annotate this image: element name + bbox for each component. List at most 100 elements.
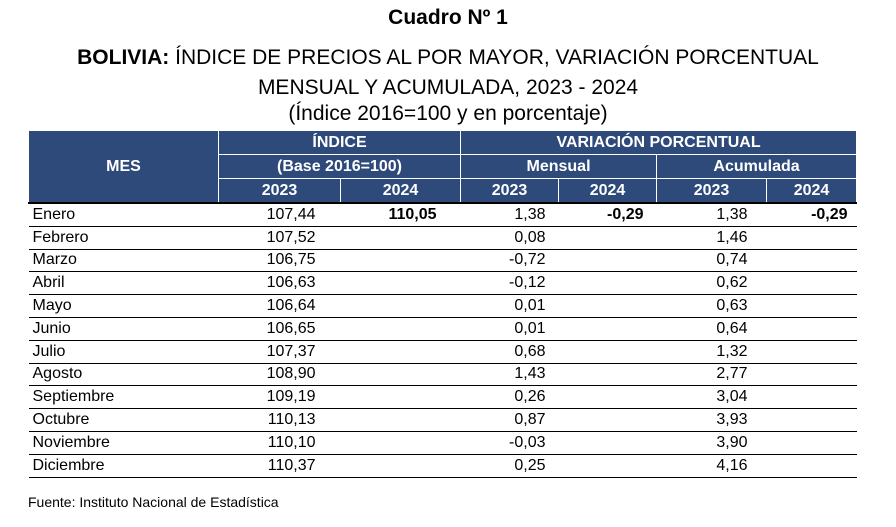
value-cell: 0,68 xyxy=(460,340,559,364)
month-cell: Febrero xyxy=(28,226,219,250)
value-cell xyxy=(340,317,461,341)
value-text: 0,68 xyxy=(514,342,546,360)
value-cell: 106,64 xyxy=(218,294,341,318)
value-text: 0,01 xyxy=(514,297,546,315)
month-cell: Marzo xyxy=(28,249,219,273)
value-cell: 2,77 xyxy=(656,363,767,387)
header-year: 2024 xyxy=(339,178,462,204)
value-cell: -0,29 xyxy=(766,203,857,227)
table-subtitle: BOLIVIA: ÍNDICE DE PRECIOS AL POR MAYOR,… xyxy=(0,46,896,70)
table-row: Noviembre 110,10 -0,03 3,90 xyxy=(28,431,857,455)
value-cell: 106,75 xyxy=(218,249,341,273)
header-year: 2024 xyxy=(558,178,658,204)
month-cell: Mayo xyxy=(28,294,219,318)
value-text: 3,93 xyxy=(716,411,748,429)
value-cell: 110,37 xyxy=(218,454,341,478)
header-year: 2023 xyxy=(656,178,768,204)
value-text: 110,37 xyxy=(267,456,316,474)
value-cell: 0,62 xyxy=(656,271,767,296)
value-text: 0,08 xyxy=(514,228,546,246)
value-cell: 0,63 xyxy=(656,294,767,318)
value-text: 0,74 xyxy=(716,251,748,269)
value-cell: 1,43 xyxy=(460,363,559,387)
subtitle-country: BOLIVIA: xyxy=(77,46,170,69)
value-cell xyxy=(766,408,857,432)
value-text: 0,87 xyxy=(514,411,546,429)
header-indice: ÍNDICE xyxy=(217,130,462,155)
value-cell: 110,10 xyxy=(218,431,341,455)
value-text: 0,01 xyxy=(514,319,546,337)
value-cell xyxy=(558,249,657,273)
value-cell: 1,38 xyxy=(656,203,767,227)
value-cell xyxy=(766,431,857,455)
value-cell: 107,44 xyxy=(218,203,341,227)
value-text: 2,77 xyxy=(716,365,748,383)
header-base: (Base 2016=100) xyxy=(217,154,462,179)
value-text: 108,90 xyxy=(266,365,316,383)
value-cell: 107,52 xyxy=(218,226,341,250)
table-subtitle-line3: (Índice 2016=100 y en porcentaje) xyxy=(288,102,608,125)
value-cell: 0,25 xyxy=(460,454,559,478)
table-row: Julio 107,37 0,68 1,32 xyxy=(28,340,857,364)
value-text: 0,26 xyxy=(514,388,546,406)
month-cell: Diciembre xyxy=(28,454,219,478)
value-cell: 1,32 xyxy=(656,340,767,364)
value-cell: 108,90 xyxy=(218,363,341,387)
value-cell xyxy=(340,431,461,455)
value-text: 110,10 xyxy=(267,433,316,451)
value-text: -0,29 xyxy=(811,205,848,223)
value-text: -0,29 xyxy=(607,205,644,223)
month-cell: Septiembre xyxy=(28,385,219,410)
value-cell xyxy=(558,226,657,250)
value-cell xyxy=(558,363,657,387)
value-cell xyxy=(766,249,857,273)
month-cell: Noviembre xyxy=(28,431,219,455)
value-cell xyxy=(766,317,857,341)
table-row: Enero 107,44 110,05 1,38 -0,29 1,38 -0,29 xyxy=(28,203,857,227)
value-cell xyxy=(558,340,657,364)
value-cell: 0,26 xyxy=(460,385,559,410)
header-year: 2023 xyxy=(218,178,341,204)
value-cell xyxy=(766,385,857,410)
value-cell xyxy=(340,249,461,273)
value-cell xyxy=(558,294,657,318)
value-cell xyxy=(766,294,857,318)
value-text: -0,03 xyxy=(509,433,546,451)
value-text: 110,05 xyxy=(388,205,437,223)
value-cell: 0,01 xyxy=(460,317,559,341)
value-cell: 107,37 xyxy=(218,340,341,364)
table-row: Abril 106,63 -0,12 0,62 xyxy=(28,271,857,296)
value-text: 107,44 xyxy=(266,205,316,223)
value-cell: 0,74 xyxy=(656,249,767,273)
value-text: 0,25 xyxy=(514,456,546,474)
value-text: 1,46 xyxy=(716,228,748,246)
month-cell: Abril xyxy=(28,271,219,296)
value-cell: 3,93 xyxy=(656,408,767,432)
value-text: 1,32 xyxy=(716,342,748,360)
table-row: Febrero 107,52 0,08 1,46 xyxy=(28,226,857,250)
value-cell: 3,90 xyxy=(656,431,767,455)
value-cell: 1,38 xyxy=(460,203,559,227)
value-text: 106,63 xyxy=(266,274,316,292)
value-cell: 0,87 xyxy=(460,408,559,432)
value-text: 1,43 xyxy=(514,365,546,383)
value-cell: 110,05 xyxy=(340,203,461,227)
header-year: 2023 xyxy=(460,178,560,204)
value-cell xyxy=(558,385,657,410)
value-cell: 106,65 xyxy=(218,317,341,341)
value-text: 106,64 xyxy=(266,297,316,315)
value-cell xyxy=(766,226,857,250)
value-text: -0,12 xyxy=(509,274,546,292)
value-cell xyxy=(340,408,461,432)
month-cell: Octubre xyxy=(28,408,219,432)
value-cell: -0,29 xyxy=(558,203,657,227)
value-cell xyxy=(766,271,857,296)
value-cell xyxy=(340,226,461,250)
source-note: Fuente: Instituto Nacional de Estadístic… xyxy=(28,494,279,510)
value-cell xyxy=(766,363,857,387)
value-text: 107,52 xyxy=(266,228,316,246)
value-cell xyxy=(340,363,461,387)
value-cell: 0,01 xyxy=(460,294,559,318)
value-cell: 106,63 xyxy=(218,271,341,296)
month-cell: Enero xyxy=(28,203,219,227)
